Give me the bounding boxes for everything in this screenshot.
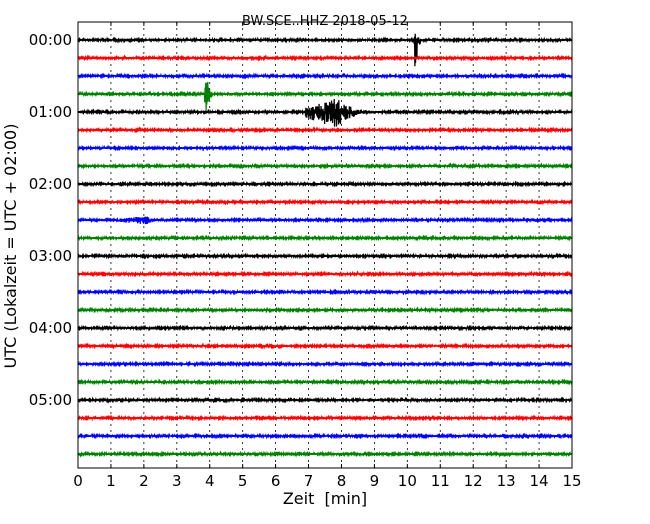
trace-line [77, 144, 573, 152]
trace-line [77, 180, 573, 188]
y-tick-label: 01:00 [29, 103, 72, 121]
x-tick-label: 15 [562, 472, 581, 490]
y-tick-label: 03:00 [29, 247, 72, 265]
trace-line [77, 33, 573, 67]
y-tick-label: 02:00 [29, 175, 72, 193]
trace-line [77, 378, 573, 386]
traces [77, 33, 573, 458]
trace-line [77, 198, 573, 206]
trace-line [77, 126, 573, 134]
trace-line [77, 54, 573, 62]
x-tick-label: 12 [464, 472, 483, 490]
x-tick-label: 0 [73, 472, 83, 490]
trace-line [77, 270, 573, 278]
trace-line [77, 216, 573, 225]
x-tick-label: 8 [337, 472, 347, 490]
trace-line [77, 432, 573, 440]
trace-line [77, 81, 573, 111]
x-tick-label: 13 [497, 472, 516, 490]
trace-line [77, 99, 573, 127]
trace-line [77, 288, 573, 296]
trace-line [77, 450, 573, 458]
trace-line [77, 234, 573, 242]
trace-line [77, 414, 573, 422]
x-tick-label: 9 [370, 472, 380, 490]
y-tick-label: 04:00 [29, 319, 72, 337]
y-tick-label: 00:00 [29, 31, 72, 49]
x-tick-label: 1 [106, 472, 116, 490]
trace-line [77, 396, 573, 404]
trace-line [77, 252, 573, 260]
x-ticks: 0 1 2 3 4 5 6 7 8 9 10 11 12 13 14 15 [73, 22, 582, 490]
x-tick-label: 6 [271, 472, 281, 490]
trace-line [77, 360, 573, 368]
x-tick-label: 4 [205, 472, 215, 490]
y-axis-label: UTC (Lokalzeit = UTC + 02:00) [1, 124, 20, 369]
x-tick-label: 3 [172, 472, 182, 490]
x-tick-label: 5 [238, 472, 248, 490]
plot-frame [77, 21, 573, 469]
x-tick-label: 14 [530, 472, 549, 490]
x-tick-label: 11 [431, 472, 450, 490]
y-ticks: 00:00 01:00 02:00 03:00 04:00 05:00 [29, 31, 82, 409]
trace-line [77, 306, 573, 314]
x-tick-label: 7 [304, 472, 314, 490]
trace-line [77, 342, 573, 350]
x-tick-label: 10 [398, 472, 417, 490]
grid [110, 22, 540, 468]
trace-line [77, 162, 573, 170]
x-tick-label: 2 [139, 472, 149, 490]
y-tick-label: 05:00 [29, 391, 72, 409]
trace-line [77, 72, 573, 80]
trace-line [77, 324, 573, 332]
x-axis-label: Zeit [min] [283, 489, 367, 508]
